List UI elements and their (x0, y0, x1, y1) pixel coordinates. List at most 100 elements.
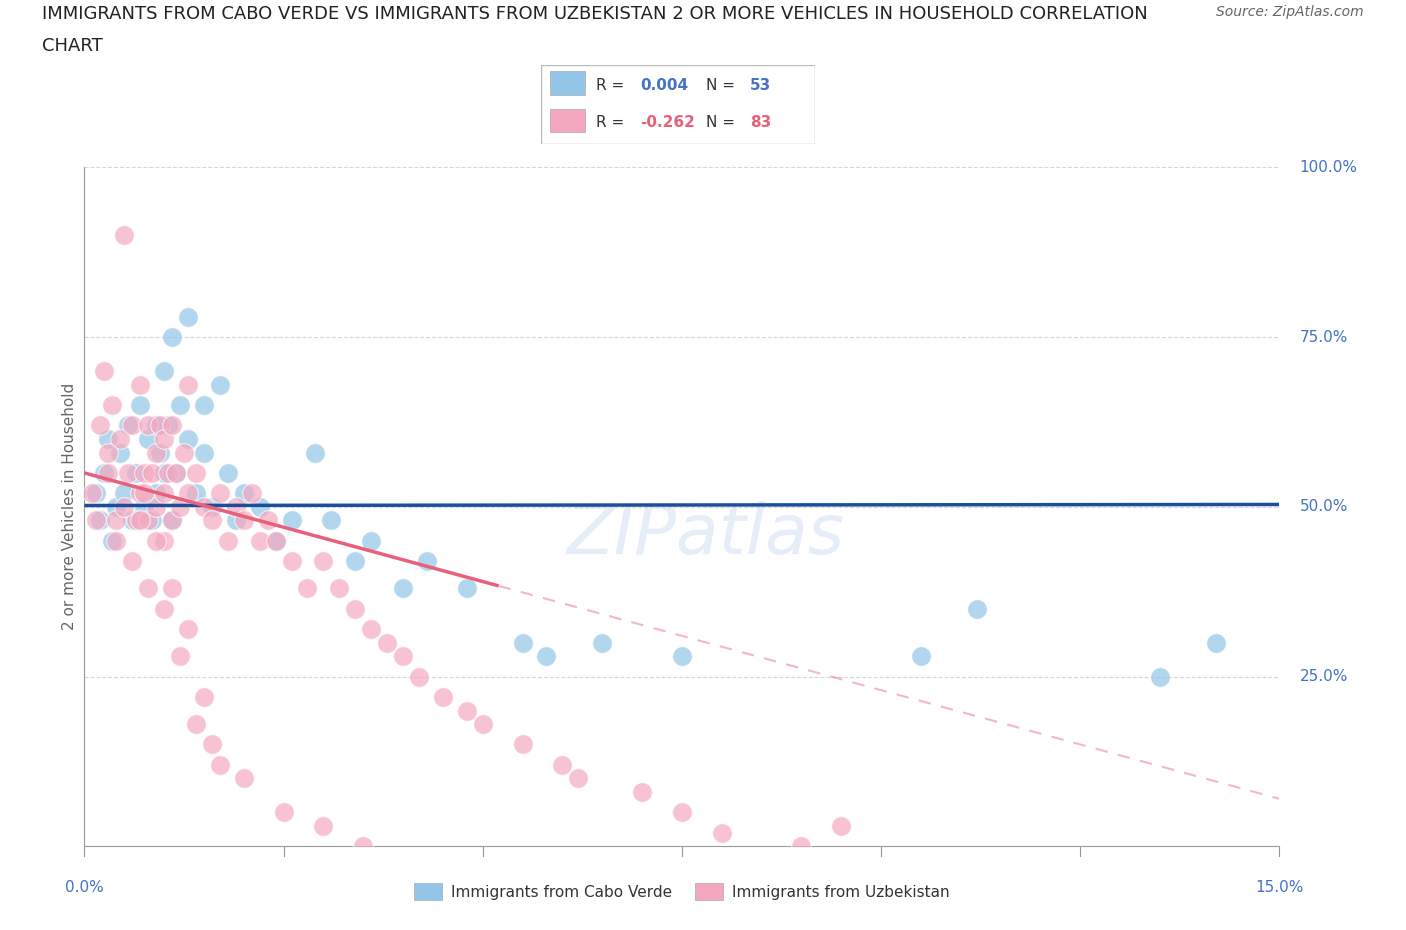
Point (93, 364, 115, 379)
Point (169, 398, 191, 413)
Point (201, 737, 224, 751)
Point (132, 485, 156, 500)
Point (112, 485, 135, 500)
Point (830, 818, 852, 833)
Point (321, 513, 343, 528)
Point (551, 757, 574, 772)
Point (97, 466, 120, 481)
Text: R =: R = (596, 78, 630, 93)
Point (1205, 635, 1227, 650)
Point (129, 513, 152, 528)
Text: R =: R = (596, 114, 630, 129)
Point (177, 378, 200, 392)
Point (225, 513, 247, 528)
Point (790, 839, 813, 854)
Point (153, 466, 176, 481)
Point (173, 445, 195, 460)
Point (256, 513, 278, 528)
Point (249, 499, 271, 514)
Point (101, 398, 124, 413)
Point (112, 228, 135, 243)
Point (160, 513, 183, 528)
Point (201, 513, 224, 528)
Point (193, 445, 215, 460)
Y-axis label: 2 or more Vehicles in Household: 2 or more Vehicles in Household (62, 383, 77, 631)
Point (264, 534, 287, 549)
Point (153, 534, 176, 549)
Point (145, 485, 167, 500)
Point (97, 445, 120, 460)
Point (129, 378, 152, 392)
Point (132, 466, 156, 481)
Point (105, 513, 128, 528)
Point (149, 445, 172, 460)
Point (129, 398, 152, 413)
Point (165, 466, 187, 481)
Point (328, 581, 350, 596)
Point (193, 398, 215, 413)
Point (141, 513, 163, 528)
Point (93, 466, 115, 481)
Text: 100.0%: 100.0% (1299, 160, 1357, 175)
Point (157, 418, 180, 432)
Text: 15.0%: 15.0% (1256, 880, 1303, 896)
Point (567, 771, 589, 786)
Point (671, 805, 693, 820)
Point (471, 717, 494, 732)
Point (121, 553, 143, 568)
Point (344, 602, 367, 617)
Point (225, 499, 247, 514)
Point (136, 432, 159, 446)
Text: 83: 83 (749, 114, 770, 129)
Point (101, 534, 124, 549)
Point (208, 378, 231, 392)
Point (201, 499, 224, 514)
Point (177, 621, 200, 636)
Point (121, 513, 143, 528)
Point (297, 581, 319, 596)
Text: Source: ZipAtlas.com: Source: ZipAtlas.com (1216, 5, 1364, 19)
Text: N =: N = (706, 78, 740, 93)
Point (456, 703, 478, 718)
Point (360, 621, 382, 636)
Point (184, 717, 207, 732)
Point (105, 534, 128, 549)
Bar (550, 109, 585, 132)
Point (177, 485, 200, 500)
Text: 0.0%: 0.0% (65, 880, 104, 896)
Point (512, 635, 534, 650)
Point (240, 485, 263, 500)
Point (89, 418, 111, 432)
Point (145, 445, 167, 460)
Point (165, 466, 187, 481)
Point (169, 649, 191, 664)
Point (710, 825, 733, 840)
Point (132, 499, 156, 514)
Point (208, 485, 231, 500)
Point (910, 649, 932, 664)
Point (153, 602, 176, 617)
Point (160, 330, 183, 345)
Text: ZIPatlas: ZIPatlas (567, 500, 845, 567)
Point (432, 689, 454, 704)
Point (110, 432, 132, 446)
Point (360, 534, 382, 549)
Point (273, 805, 295, 820)
Point (125, 513, 148, 528)
Point (177, 432, 200, 446)
Point (136, 581, 159, 596)
Point (149, 418, 172, 432)
Point (110, 445, 132, 460)
Point (97, 432, 120, 446)
Point (82, 485, 104, 500)
Point (153, 432, 176, 446)
Point (671, 649, 693, 664)
Text: 25.0%: 25.0% (1299, 669, 1348, 684)
Point (1149, 670, 1171, 684)
Point (208, 757, 231, 772)
Point (112, 499, 135, 514)
Bar (550, 72, 585, 95)
Point (249, 534, 271, 549)
Point (84, 485, 107, 500)
Point (280, 513, 302, 528)
